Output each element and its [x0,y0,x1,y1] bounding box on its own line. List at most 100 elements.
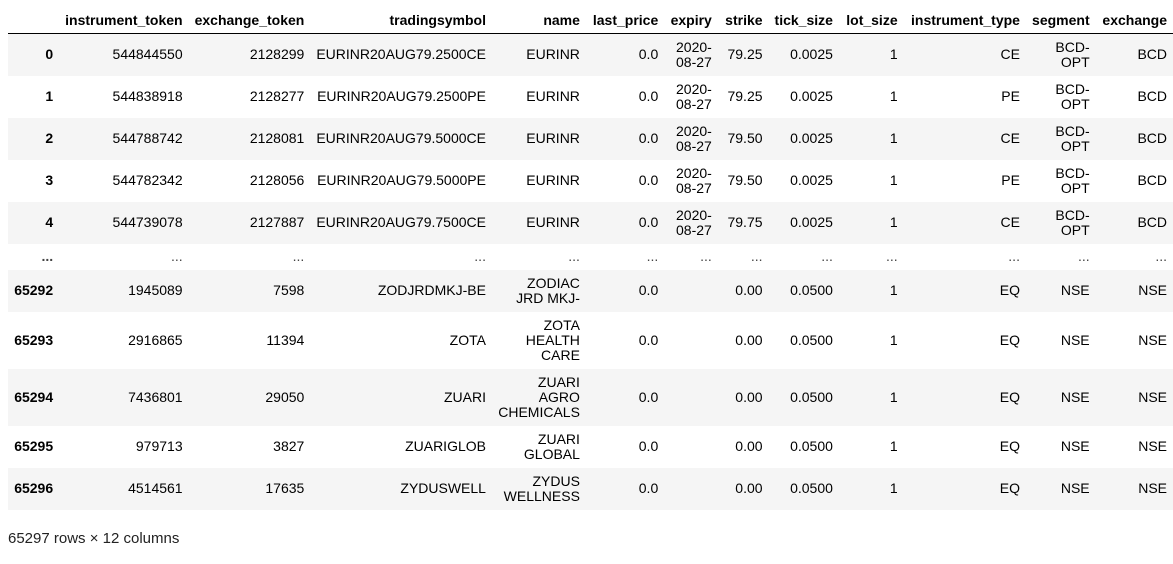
cell-instrument-type: EQ [999,388,1020,405]
cell-instrument-token: 2916865 [128,331,183,348]
cell-last-price: 0.0 [638,214,659,230]
cell-exchange: BCD [1137,88,1167,104]
cell-tradingsymbol: ... [474,248,486,264]
cell-instrument-type: CE [1000,130,1020,146]
cell-lot-size: 1 [889,388,898,405]
cell-exchange: NSE [1138,438,1167,454]
cell-expiry: 2020-08-27 [676,122,712,154]
cell-tradingsymbol: EURINR20AUG79.2500PE [317,88,486,104]
cell-strike: 79.50 [727,172,763,188]
cell-exchange: NSE [1138,282,1167,298]
header-instrument-type: instrument_type [903,8,1026,34]
cell-instrument-type: PE [1001,172,1020,188]
table-row: 65292 1945089 7598 ZODJRDMKJ-BE ZODIAC J… [8,269,1173,312]
cell-instrument-type: CE [1000,214,1020,230]
cell-exchange: BCD [1137,172,1167,188]
dataframe-table: instrument_token exchange_token tradings… [8,8,1173,510]
cell-name: EURINR [526,46,580,63]
cell-instrument-token: ... [170,248,183,264]
cell-tick-size: 0.0025 [790,46,833,63]
cell-instrument-type: CE [1000,46,1020,63]
cell-instrument-type: PE [1001,88,1020,104]
cell-exchange-token: ... [292,248,305,264]
cell-tradingsymbol: EURINR20AUG79.7500CE [316,214,486,230]
cell-tradingsymbol: EURINR20AUG79.2500CE [316,46,486,63]
cell-exchange-token: 17635 [265,480,305,496]
cell-exchange-token: 2128299 [249,46,305,63]
cell-strike: 79.75 [727,214,763,230]
cell-exchange: NSE [1138,480,1167,496]
cell-instrument-type: EQ [999,331,1020,348]
cell-tick-size: 0.0500 [790,282,833,298]
cell-instrument-type: EQ [999,282,1020,298]
cell-strike: 79.25 [727,88,763,104]
cell-exchange: BCD [1137,130,1167,146]
cell-last-price: 0.0 [638,388,659,405]
cell-segment: ... [1077,248,1090,264]
header-strike: strike [717,8,769,34]
cell-lot-size: 1 [889,130,898,146]
cell-instrument-token: 4514561 [128,480,183,496]
cell-last-price: 0.0 [638,282,659,298]
cell-expiry [664,312,718,369]
cell-tradingsymbol: EURINR20AUG79.5000PE [317,172,486,188]
table-row: 65293 2916865 11394 ZOTA ZOTA HEALTH CAR… [8,311,1173,369]
cell-instrument-token: 7436801 [128,388,183,405]
cell-exchange: ... [1155,248,1167,264]
cell-tradingsymbol: ZOTA [449,331,486,348]
row-index: 4 [45,214,54,230]
row-index: ... [41,248,54,264]
cell-tradingsymbol: ZUARIGLOB [405,438,486,454]
cell-instrument-token: 544838918 [112,88,183,104]
cell-segment: BCD-OPT [1055,206,1090,238]
row-index: 65293 [14,331,54,348]
cell-tick-size: 0.0500 [790,480,833,496]
cell-name: EURINR [526,214,580,230]
cell-lot-size: 1 [889,214,898,230]
cell-last-price: 0.0 [638,130,659,146]
cell-segment: BCD-OPT [1055,38,1090,70]
table-row: 65296 4514561 17635 ZYDUSWELL ZYDUS WELL… [8,467,1173,510]
cell-exchange-token: 3827 [273,438,305,454]
cell-tick-size: 0.0025 [790,172,833,188]
row-index: 0 [45,46,54,63]
cell-instrument-token: 544844550 [112,46,183,63]
row-index: 2 [45,130,54,146]
cell-last-price: 0.0 [638,46,659,63]
cell-exchange: NSE [1138,388,1167,405]
cell-expiry [664,468,718,510]
cell-expiry: 2020-08-27 [676,80,712,112]
cell-lot-size: 1 [889,331,898,348]
table-row: 65295 979713 3827 ZUARIGLOB ZUARI GLOBAL… [8,425,1173,468]
table-row: 4 544739078 2127887 EURINR20AUG79.7500CE… [8,201,1173,244]
cell-instrument-token: 979713 [135,438,183,454]
cell-segment: NSE [1060,388,1090,405]
cell-name: EURINR [526,88,580,104]
header-row: instrument_token exchange_token tradings… [8,8,1173,34]
cell-expiry: 2020-08-27 [676,164,712,196]
cell-exchange-token: 2128056 [249,172,305,188]
cell-strike: 0.00 [735,282,763,298]
cell-expiry [664,369,718,426]
cell-instrument-type: EQ [999,480,1020,496]
cell-expiry [664,270,718,312]
header-index [8,8,60,34]
cell-exchange: BCD [1137,46,1167,63]
cell-strike: 0.00 [735,388,763,405]
cell-instrument-token: 1945089 [128,282,183,298]
cell-tick-size: 0.0025 [790,130,833,146]
dataframe-shape-footer: 65297 rows × 12 columns [8,530,180,547]
cell-lot-size: 1 [889,438,898,454]
cell-lot-size: 1 [889,172,898,188]
cell-name: ZUARI GLOBAL [523,430,580,462]
cell-strike: 0.00 [735,480,763,496]
cell-last-price: 0.0 [638,331,659,348]
cell-exchange: NSE [1138,331,1167,348]
cell-tradingsymbol: ZYDUSWELL [400,480,486,496]
cell-name: ZODIAC JRD MKJ- [516,274,580,306]
cell-expiry [664,426,718,468]
cell-expiry: 2020-08-27 [676,38,712,70]
cell-tick-size: 0.0025 [790,88,833,104]
cell-lot-size: 1 [889,46,898,63]
